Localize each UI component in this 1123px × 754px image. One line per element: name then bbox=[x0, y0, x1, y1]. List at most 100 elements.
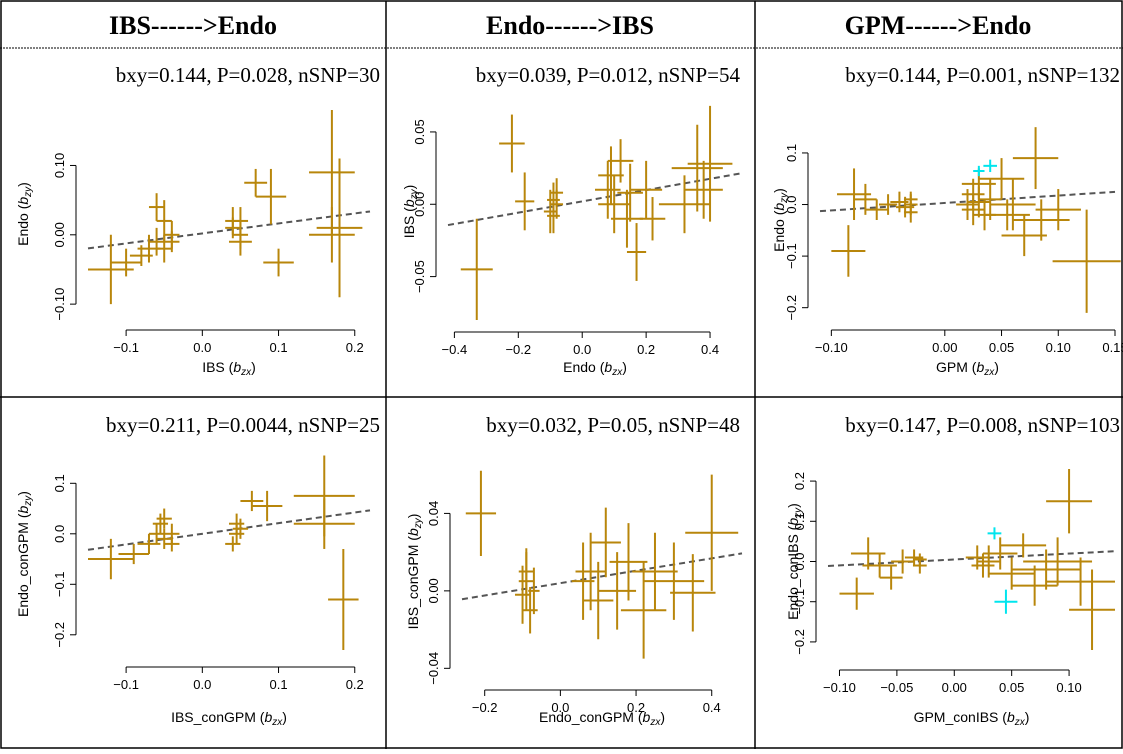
data-point bbox=[632, 532, 678, 611]
x-tick-label: 0.05 bbox=[989, 340, 1014, 355]
data-point bbox=[590, 507, 621, 578]
data-point bbox=[543, 189, 557, 234]
data-point bbox=[152, 513, 169, 534]
data-point bbox=[518, 548, 534, 595]
panel-stats: bxy=0.032, P=0.05, nSNP=48 bbox=[486, 413, 740, 437]
panel-stats: bxy=0.211, P=0.0044, nSNP=25 bbox=[106, 413, 380, 437]
data-point bbox=[148, 193, 165, 221]
x-axis-label: Endo (bzx) bbox=[563, 359, 627, 378]
data-point bbox=[499, 114, 525, 173]
y-tick-label: 0.0 bbox=[792, 552, 807, 570]
y-tick-label: −0.2 bbox=[784, 295, 799, 321]
fit-line bbox=[87, 509, 371, 551]
data-point bbox=[232, 207, 249, 235]
data-point bbox=[610, 189, 643, 248]
data-point bbox=[982, 537, 1018, 570]
y-tick-label: −0.2 bbox=[792, 629, 807, 655]
data-point bbox=[598, 175, 631, 234]
y-tick-label: 0.10 bbox=[52, 153, 67, 178]
highlight-point bbox=[983, 159, 997, 173]
y-tick-label: 0.1 bbox=[784, 144, 799, 162]
data-point bbox=[891, 549, 915, 574]
fit-line bbox=[461, 552, 743, 601]
data-point bbox=[1052, 209, 1121, 313]
data-point bbox=[1001, 214, 1047, 257]
data-point bbox=[839, 577, 874, 610]
y-tick-label: −0.1 bbox=[784, 243, 799, 269]
y-axis-label: IBS (bzy) bbox=[401, 185, 420, 239]
data-point bbox=[977, 545, 1001, 578]
fit-line bbox=[827, 550, 1116, 567]
data-point bbox=[620, 561, 667, 659]
data-point bbox=[164, 231, 180, 253]
data-point bbox=[225, 536, 241, 552]
data-point bbox=[309, 207, 355, 263]
data-point bbox=[685, 474, 739, 591]
x-tick-label: 0.05 bbox=[999, 680, 1024, 695]
x-tick-label: 0.00 bbox=[932, 340, 957, 355]
x-tick-label: 0.2 bbox=[637, 342, 655, 357]
x-tick-label: 0.0 bbox=[193, 677, 211, 692]
data-point bbox=[156, 234, 172, 263]
data-point bbox=[547, 198, 560, 234]
x-axis-label: GPM_conIBS (bzx) bbox=[914, 709, 1030, 728]
data-point bbox=[630, 160, 663, 219]
panel-2: bxy=0.039, P=0.012, nSNP=54 −0.4 −0.2 0.0 0.… bbox=[401, 63, 743, 378]
panel-stats: bxy=0.039, P=0.012, nSNP=54 bbox=[476, 63, 741, 87]
data-point bbox=[164, 536, 180, 552]
y-tick-label: 0.00 bbox=[52, 222, 67, 247]
x-tick-label: 0.2 bbox=[346, 340, 364, 355]
data-point bbox=[617, 163, 643, 222]
data-point bbox=[1046, 469, 1093, 534]
data-point bbox=[251, 490, 283, 522]
data-point bbox=[671, 124, 723, 212]
data-point bbox=[156, 508, 172, 529]
data-point bbox=[988, 557, 1035, 590]
y-axis-label: Endo (bzy) bbox=[15, 182, 34, 246]
x-tick-label: −0.05 bbox=[880, 680, 913, 695]
panel-4: bxy=0.211, P=0.0044, nSNP=25 −0.1 0.0 0.1 0.… bbox=[15, 413, 380, 728]
data-point bbox=[514, 565, 531, 624]
data-point bbox=[607, 139, 634, 183]
x-axis-label: GPM (bzx) bbox=[936, 359, 999, 378]
x-axis-label: Endo_conGPM (bzx) bbox=[539, 709, 665, 728]
data-point bbox=[1012, 199, 1070, 241]
data-point bbox=[550, 178, 564, 208]
y-tick-label: 0.05 bbox=[412, 119, 427, 144]
x-tick-label: 0.1 bbox=[270, 340, 288, 355]
data-point bbox=[598, 552, 637, 630]
data-point bbox=[88, 538, 134, 580]
y-tick-label: −0.10 bbox=[52, 288, 67, 321]
x-tick-label: 0.4 bbox=[701, 342, 719, 357]
x-tick-label: −0.10 bbox=[815, 340, 848, 355]
y-tick-label: −0.05 bbox=[412, 260, 427, 293]
data-point bbox=[460, 218, 493, 320]
x-tick-label: 0.00 bbox=[942, 680, 967, 695]
panel-stats: bxy=0.147, P=0.008, nSNP=103 bbox=[845, 413, 1120, 437]
data-point bbox=[1035, 189, 1081, 231]
data-point bbox=[865, 199, 889, 220]
data-point bbox=[1046, 557, 1115, 606]
data-point bbox=[978, 178, 1002, 220]
data-point bbox=[879, 565, 903, 590]
data-point bbox=[244, 168, 268, 197]
y-tick-label: 0.0 bbox=[784, 195, 799, 213]
y-tick-label: −0.1 bbox=[792, 589, 807, 615]
x-tick-label: 0.1 bbox=[270, 677, 288, 692]
panel-stats: bxy=0.144, P=0.001, nSNP=132 bbox=[845, 63, 1120, 87]
y-tick-label: −0.04 bbox=[426, 652, 441, 685]
y-tick-label: 0.1 bbox=[52, 474, 67, 492]
y-tick-label: 0.00 bbox=[426, 578, 441, 603]
data-point bbox=[1000, 533, 1047, 558]
data-point bbox=[583, 561, 614, 640]
x-tick-label: −0.1 bbox=[113, 677, 139, 692]
data-point bbox=[1011, 549, 1081, 590]
data-point bbox=[903, 191, 918, 208]
data-point bbox=[148, 227, 165, 256]
highlight-point bbox=[994, 589, 1018, 614]
panel-stats: bxy=0.144, P=0.028, nSNP=30 bbox=[116, 63, 380, 87]
data-point bbox=[515, 172, 535, 231]
data-point bbox=[670, 554, 716, 632]
column-title-1: IBS------>Endo bbox=[109, 11, 277, 40]
data-point bbox=[328, 548, 359, 650]
